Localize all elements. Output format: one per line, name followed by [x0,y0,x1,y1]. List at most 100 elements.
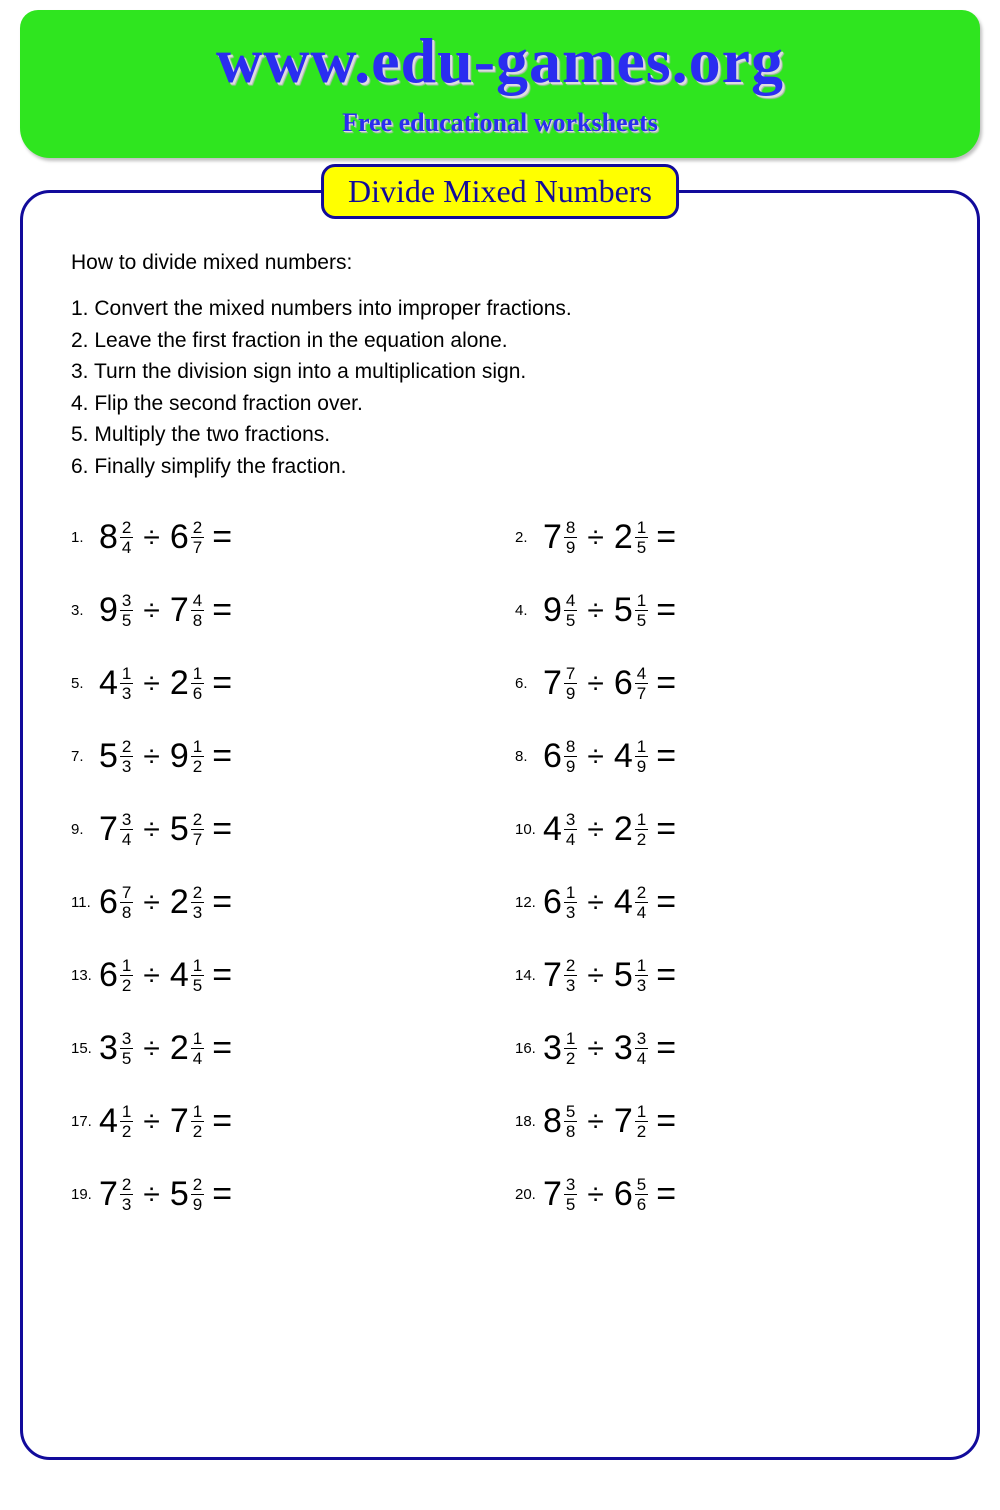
equals-sign: = [212,810,232,849]
mixed-number: 334 [614,1029,648,1068]
whole-part: 7 [543,1175,562,1214]
numerator: 1 [191,1103,204,1122]
mixed-number: 523 [99,737,133,776]
numerator: 1 [635,519,648,538]
whole-part: 5 [170,810,189,849]
fraction-part: 12 [635,811,648,848]
equals-sign: = [656,737,676,776]
denominator: 5 [564,1195,577,1213]
problem-number: 16. [515,1040,543,1057]
expression: 734÷527= [99,810,232,849]
equals-sign: = [656,664,676,703]
numerator: 1 [635,957,648,976]
operator: ÷ [585,1178,605,1212]
problem-number: 1. [71,529,99,546]
fraction-part: 24 [635,884,648,921]
numerator: 1 [191,665,204,684]
whole-part: 2 [170,883,189,922]
mixed-number: 789 [543,518,577,557]
fraction-part: 89 [564,738,577,775]
numerator: 3 [564,1176,577,1195]
fraction-part: 12 [191,1103,204,1140]
denominator: 2 [635,1122,648,1140]
expression: 723÷529= [99,1175,232,1214]
mixed-number: 412 [99,1102,133,1141]
denominator: 2 [191,757,204,775]
denominator: 4 [564,830,577,848]
fraction-part: 27 [191,519,204,556]
fraction-part: 13 [120,665,133,702]
fraction-part: 24 [120,519,133,556]
denominator: 9 [564,538,577,556]
numerator: 5 [635,1176,648,1195]
denominator: 3 [120,757,133,775]
problem-number: 3. [71,602,99,619]
numerator: 2 [191,519,204,538]
denominator: 2 [635,830,648,848]
mixed-number: 612 [99,956,133,995]
operator: ÷ [585,1032,605,1066]
mixed-number: 212 [614,810,648,849]
numerator: 1 [564,1030,577,1049]
intro-heading: How to divide mixed numbers: [71,251,929,275]
whole-part: 5 [99,737,118,776]
fraction-part: 14 [191,1030,204,1067]
problem-row: 11.678÷223= [71,883,485,922]
denominator: 5 [635,611,648,629]
mixed-number: 434 [543,810,577,849]
numerator: 4 [564,592,577,611]
problem-number: 17. [71,1113,99,1130]
numerator: 1 [635,592,648,611]
equals-sign: = [656,883,676,922]
whole-part: 4 [99,1102,118,1141]
problem-number: 6. [515,675,543,692]
expression: 434÷212= [543,810,676,849]
denominator: 3 [120,684,133,702]
problem-row: 7.523÷912= [71,737,485,776]
whole-part: 9 [170,737,189,776]
problem-row: 4.945÷515= [515,591,929,630]
expression: 413÷216= [99,664,232,703]
fraction-part: 19 [635,738,648,775]
expression: 412÷712= [99,1102,232,1141]
problem-row: 1.824÷627= [71,518,485,557]
fraction-part: 34 [635,1030,648,1067]
numerator: 2 [191,884,204,903]
whole-part: 2 [614,518,633,557]
problem-number: 9. [71,821,99,838]
denominator: 3 [191,903,204,921]
fraction-part: 23 [120,1176,133,1213]
numerator: 3 [120,811,133,830]
operator: ÷ [585,594,605,628]
problem-row: 14.723÷513= [515,956,929,995]
equals-sign: = [212,956,232,995]
whole-part: 6 [170,518,189,557]
fraction-part: 15 [191,957,204,994]
mixed-number: 678 [99,883,133,922]
mixed-number: 723 [99,1175,133,1214]
denominator: 9 [191,1195,204,1213]
operator: ÷ [585,740,605,774]
denominator: 8 [120,903,133,921]
numerator: 1 [191,1030,204,1049]
denominator: 4 [635,903,648,921]
problem-row: 13.612÷415= [71,956,485,995]
numerator: 2 [191,1176,204,1195]
denominator: 3 [120,1195,133,1213]
mixed-number: 214 [170,1029,204,1068]
mixed-number: 723 [543,956,577,995]
whole-part: 4 [543,810,562,849]
numerator: 1 [191,738,204,757]
problems-grid: 1.824÷627=2.789÷215=3.935÷748=4.945÷515=… [71,518,929,1214]
problem-number: 7. [71,748,99,765]
denominator: 7 [191,830,204,848]
whole-part: 5 [614,591,633,630]
problem-row: 17.412÷712= [71,1102,485,1141]
fraction-part: 89 [564,519,577,556]
numerator: 1 [635,738,648,757]
numerator: 3 [120,1030,133,1049]
whole-part: 7 [99,1175,118,1214]
problem-row: 19.723÷529= [71,1175,485,1214]
expression: 789÷215= [543,518,676,557]
operator: ÷ [141,667,161,701]
